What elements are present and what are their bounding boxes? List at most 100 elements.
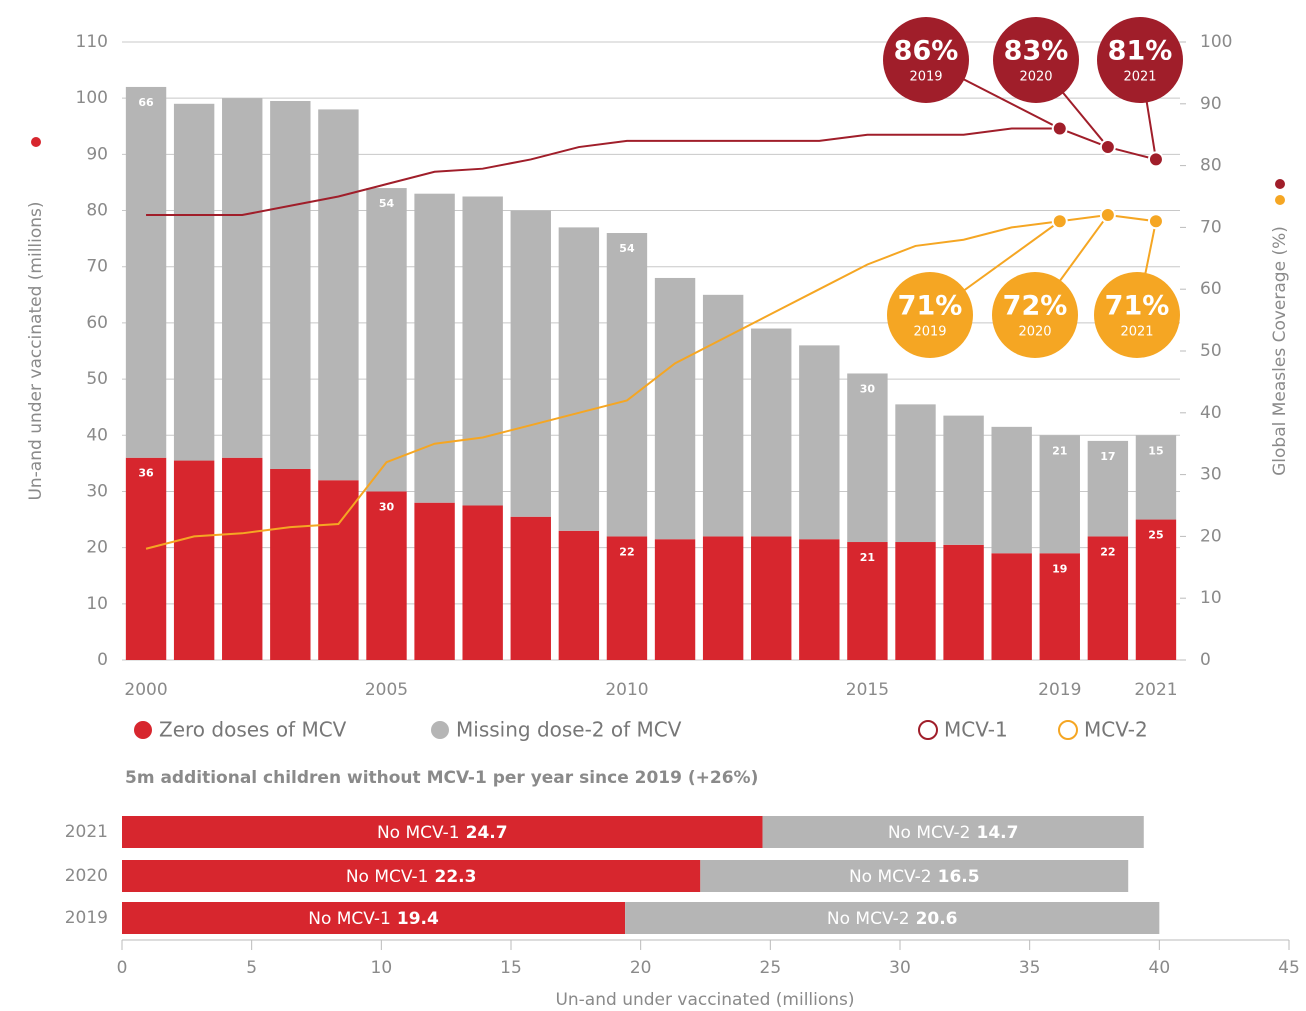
bar-segment	[762, 816, 1144, 848]
x-tick-label: 0	[117, 958, 128, 978]
point	[1099, 139, 1116, 156]
legend-swatch	[1058, 720, 1078, 740]
point	[1147, 213, 1164, 230]
bar-label-name: No MCV-2	[888, 823, 971, 843]
bar-label: No MCV-1 24.7	[377, 823, 508, 843]
bar-segment	[1087, 536, 1129, 660]
bar-segment	[702, 294, 744, 537]
callout-year: 2020	[1018, 325, 1051, 340]
x-tick-label: 30	[889, 958, 911, 978]
bar-label-value: 20.6	[916, 909, 958, 929]
x-tick-label: 20	[630, 958, 652, 978]
bar-segment	[125, 457, 167, 660]
bar-segment	[799, 345, 840, 540]
bar-segment	[462, 196, 503, 506]
x-tick-label: 2000	[124, 680, 167, 700]
bar-segment	[847, 373, 888, 543]
bar-segment	[414, 502, 455, 660]
y2-tick-label: 10	[1200, 588, 1222, 608]
callout-value: 71%	[1105, 291, 1170, 322]
y-tick-label: 100	[76, 88, 108, 108]
bar-segment	[895, 404, 936, 543]
legend-swatch	[134, 721, 152, 739]
point	[1051, 213, 1068, 230]
y-tick-label: 20	[86, 538, 108, 558]
axis-key-dot	[1275, 195, 1285, 205]
legend-label: Missing dose-2 of MCV	[456, 718, 682, 742]
y-tick-label: 30	[86, 481, 108, 501]
bar-value-label: 54	[619, 242, 635, 255]
bar-segment	[751, 536, 792, 660]
bar-segment	[654, 539, 696, 660]
bar-segment	[414, 193, 455, 503]
bar-segment	[1135, 435, 1177, 520]
bar-segment	[991, 426, 1032, 554]
y-tick-label: 90	[86, 144, 108, 164]
bar-label-name: No MCV-2	[827, 909, 910, 929]
bar-segment	[702, 536, 744, 660]
bar-segment	[173, 103, 215, 461]
bar-segment	[1039, 435, 1080, 554]
y-tick-label: 60	[86, 313, 108, 333]
y-tick-label: 40	[86, 425, 108, 445]
y2-tick-label: 80	[1200, 156, 1222, 176]
y-tick-label: 80	[86, 201, 108, 221]
y2-tick-label: 60	[1200, 279, 1222, 299]
callout-value: 83%	[1004, 36, 1069, 67]
x-tick-label: 2021	[1134, 680, 1177, 700]
bar-label-value: 14.7	[977, 823, 1019, 843]
y-tick-label: 2019	[65, 908, 108, 928]
callout-bubble	[992, 272, 1078, 358]
y2-tick-label: 30	[1200, 465, 1222, 485]
bar-label: No MCV-1 19.4	[308, 909, 439, 929]
x-tick-label: 45	[1278, 958, 1300, 978]
bar-value-label: 19	[1052, 562, 1067, 575]
bar-segment	[122, 902, 626, 934]
x-tick-label: 25	[760, 958, 782, 978]
y-tick-label: 70	[86, 257, 108, 277]
line-series	[145, 214, 1157, 550]
bar-segment	[462, 505, 503, 660]
y2-tick-label: 70	[1200, 217, 1222, 237]
bar-segment	[700, 860, 1129, 892]
bar-segment	[366, 188, 407, 492]
axis-key-dot	[1275, 179, 1285, 189]
y-tick-label: 0	[97, 650, 108, 670]
bar-value-label: 30	[379, 500, 395, 513]
bar-value-label: 66	[138, 96, 154, 109]
callout-year: 2019	[909, 70, 942, 85]
bar-segment	[1087, 440, 1129, 537]
bar-value-label: 21	[860, 551, 875, 564]
x-tick-label: 2010	[605, 680, 648, 700]
y-tick-label: 10	[86, 594, 108, 614]
bar-segment	[222, 98, 263, 458]
x-tick-label: 2015	[846, 680, 889, 700]
bar-segment	[558, 227, 600, 531]
callout-value: 72%	[1003, 291, 1068, 322]
bar-value-label: 15	[1148, 444, 1163, 457]
callout-value: 81%	[1108, 36, 1173, 67]
callout-bubble	[883, 17, 969, 103]
bar-segment	[847, 542, 888, 660]
y-tick-label: 2021	[65, 822, 108, 842]
callout-year: 2021	[1120, 325, 1153, 340]
y2-tick-label: 0	[1200, 650, 1211, 670]
bar-segment	[122, 860, 701, 892]
y2-tick-label: 50	[1200, 341, 1222, 361]
x-axis-label: Un-and under vaccinated (millions)	[555, 990, 854, 1010]
y2-tick-label: 100	[1200, 32, 1232, 52]
line-series	[146, 127, 1157, 217]
bar-label: No MCV-2 20.6	[827, 909, 958, 929]
point	[1051, 120, 1068, 137]
bar-segment	[510, 210, 551, 517]
callout-year: 2019	[913, 325, 946, 340]
bar-label: No MCV-1 22.3	[346, 867, 477, 887]
bar-value-label: 25	[1148, 529, 1163, 542]
bar-segment	[895, 542, 936, 660]
y-tick-label: 2020	[65, 866, 108, 886]
bar-segment	[222, 457, 263, 660]
x-tick-label: 5	[246, 958, 257, 978]
bar-segment	[606, 536, 648, 660]
bar-segment	[270, 468, 311, 660]
